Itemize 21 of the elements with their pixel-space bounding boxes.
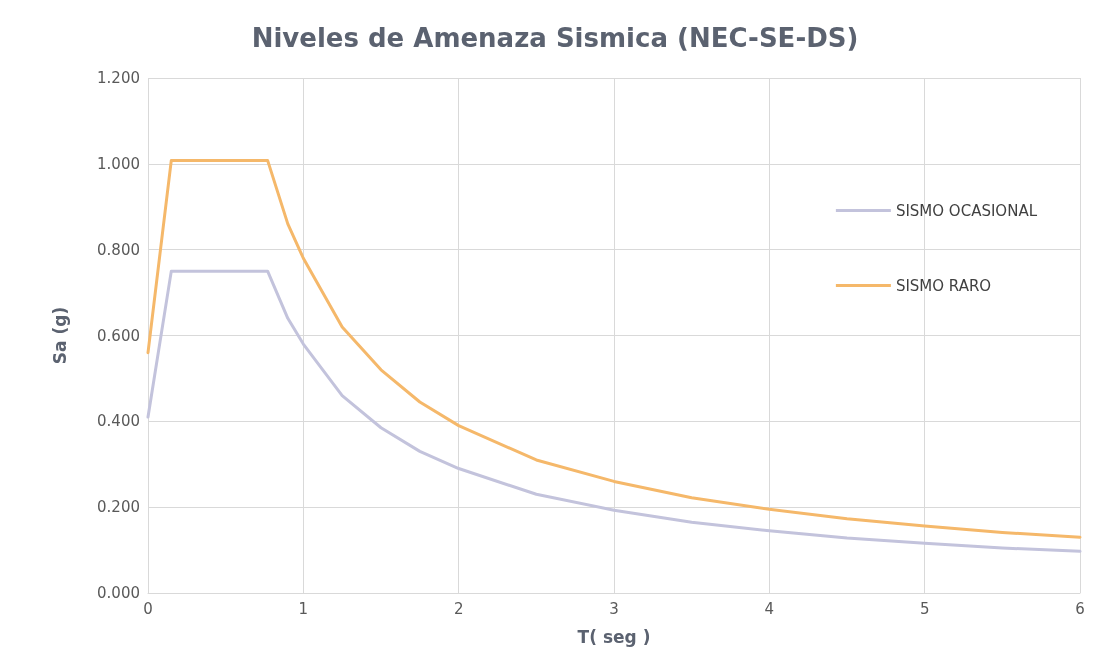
chart-title: Niveles de Amenaza Sismica (NEC-SE-DS): [251, 23, 859, 53]
x-tick-label: 5: [919, 599, 930, 618]
y-tick-label: 0.200: [97, 498, 140, 517]
y-tick-label: 0.400: [97, 412, 140, 431]
x-axis-title: T( seg ): [577, 626, 651, 647]
x-tick-label: 0: [143, 599, 153, 618]
legend-label: SISMO OCASIONAL: [895, 201, 1038, 220]
x-tick-label: 6: [1075, 599, 1085, 618]
y-tick-label: 0.600: [97, 326, 140, 345]
line-series: [146, 158, 1082, 539]
y-tick-label: 0.800: [97, 240, 140, 259]
x-tick-label: 4: [764, 599, 775, 618]
y-tick-label: 1.000: [97, 154, 140, 173]
y-tick-label: 0.000: [97, 584, 140, 602]
x-tick-label: 2: [453, 599, 464, 618]
y-tick-label: 1.200: [97, 69, 140, 87]
x-tick-label: 3: [609, 599, 619, 618]
y-axis-title: Sa (g): [49, 306, 70, 365]
legend-label: SISMO RARO: [895, 276, 992, 295]
x-tick-label: 1: [298, 599, 309, 618]
line-series: [146, 269, 1082, 553]
